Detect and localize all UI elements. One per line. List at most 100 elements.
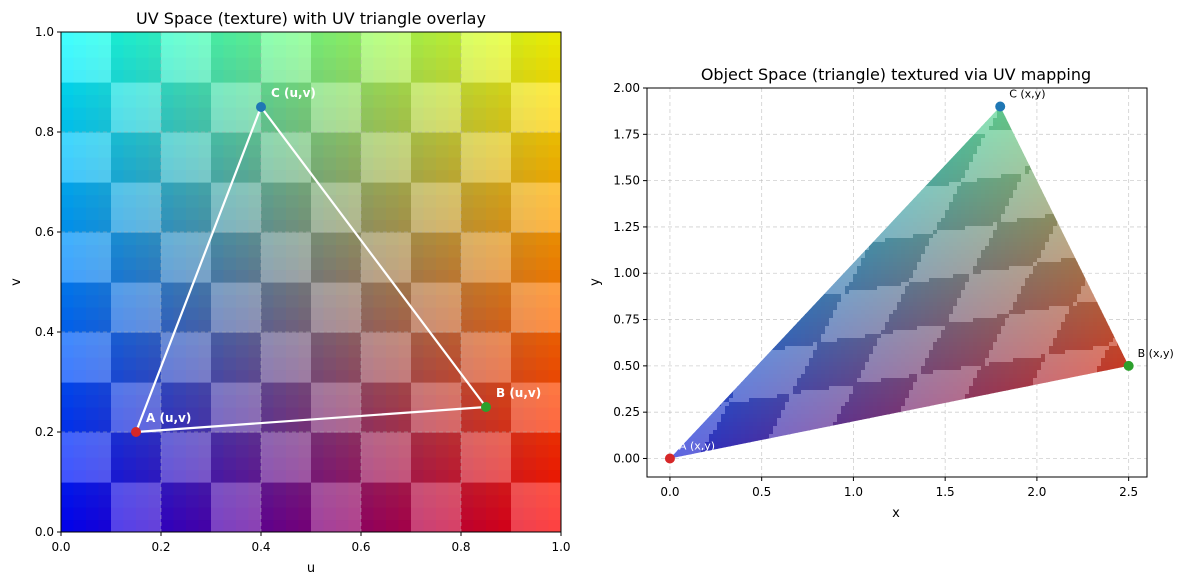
texture-cell <box>311 32 325 46</box>
textured-cell <box>869 422 874 427</box>
textured-cell <box>729 410 734 415</box>
textured-cell <box>857 242 862 247</box>
textured-cell <box>925 278 930 283</box>
textured-cell <box>749 406 754 411</box>
textured-cell <box>781 450 786 455</box>
textured-cell <box>905 266 910 271</box>
textured-cell <box>849 314 854 319</box>
textured-cell <box>921 394 926 399</box>
textured-cell <box>881 410 886 415</box>
textured-cell <box>921 310 926 315</box>
textured-cell <box>841 366 846 371</box>
textured-cell <box>921 358 926 363</box>
texture-cell <box>211 369 225 383</box>
textured-cell <box>825 306 830 311</box>
textured-cell <box>821 418 826 423</box>
textured-cell <box>685 438 690 443</box>
textured-cell <box>945 174 950 179</box>
textured-cell <box>773 334 778 339</box>
texture-cell <box>348 444 362 458</box>
textured-cell <box>953 242 958 247</box>
textured-cell <box>797 422 802 427</box>
textured-cell <box>909 350 914 355</box>
texture-cell <box>448 432 462 446</box>
textured-cell <box>825 378 830 383</box>
textured-cell <box>869 362 874 367</box>
textured-cell <box>789 418 794 423</box>
textured-cell <box>881 202 886 207</box>
textured-cell <box>913 370 918 375</box>
textured-cell <box>793 294 798 299</box>
textured-cell <box>729 454 734 459</box>
textured-cell <box>965 122 970 127</box>
texture-cell <box>398 44 412 58</box>
textured-cell <box>817 302 822 307</box>
texture-cell <box>448 232 462 246</box>
textured-cell <box>889 330 894 335</box>
texture-cell <box>311 357 325 371</box>
textured-cell <box>885 322 890 327</box>
textured-cell <box>813 406 818 411</box>
textured-cell <box>925 382 930 387</box>
textured-cell <box>921 366 926 371</box>
texture-cell <box>423 294 437 308</box>
textured-cell <box>901 374 906 379</box>
texture-cell <box>198 44 212 58</box>
texture-cell <box>498 494 512 508</box>
textured-cell <box>885 314 890 319</box>
textured-cell <box>889 218 894 223</box>
textured-cell <box>905 254 910 259</box>
textured-cell <box>957 178 962 183</box>
textured-cell <box>929 414 934 419</box>
textured-cell <box>721 398 726 403</box>
textured-cell <box>953 378 958 383</box>
textured-cell <box>761 402 766 407</box>
textured-cell <box>713 414 718 419</box>
textured-cell <box>749 342 754 347</box>
textured-cell <box>873 234 878 239</box>
textured-cell <box>941 218 946 223</box>
textured-cell <box>801 306 806 311</box>
texture-cell <box>148 182 162 196</box>
texture-cell <box>111 194 125 208</box>
textured-cell <box>901 426 906 431</box>
texture-cell <box>373 507 387 521</box>
texture-cell <box>311 144 325 158</box>
texture-cell <box>486 57 500 71</box>
textured-cell <box>853 286 858 291</box>
textured-cell <box>885 422 890 427</box>
textured-cell <box>917 334 922 339</box>
textured-cell <box>781 330 786 335</box>
textured-cell <box>833 402 838 407</box>
textured-cell <box>829 342 834 347</box>
textured-cell <box>729 394 734 399</box>
texture-cell <box>198 444 212 458</box>
textured-cell <box>913 222 918 227</box>
textured-cell <box>945 330 950 335</box>
texture-cell <box>486 119 500 133</box>
textured-cell <box>913 206 918 211</box>
texture-cell <box>273 482 287 496</box>
textured-cell <box>925 266 930 271</box>
textured-cell <box>917 182 922 187</box>
texture-cell <box>411 57 425 71</box>
textured-cell <box>769 330 774 335</box>
textured-cell <box>901 238 906 243</box>
texture-cell <box>523 519 537 532</box>
texture-cell <box>248 319 262 333</box>
textured-cell <box>933 322 938 327</box>
textured-cell <box>897 302 902 307</box>
textured-cell <box>885 274 890 279</box>
texture-cell <box>373 169 387 183</box>
textured-cell <box>817 406 822 411</box>
textured-cell <box>945 298 950 303</box>
texture-cell <box>73 394 87 408</box>
texture-cell <box>536 357 550 371</box>
textured-cell <box>777 382 782 387</box>
textured-cell <box>825 358 830 363</box>
texture-cell <box>136 94 150 108</box>
textured-cell <box>793 398 798 403</box>
texture-cell <box>148 232 162 246</box>
textured-cell <box>853 306 858 311</box>
textured-cell <box>961 366 966 371</box>
